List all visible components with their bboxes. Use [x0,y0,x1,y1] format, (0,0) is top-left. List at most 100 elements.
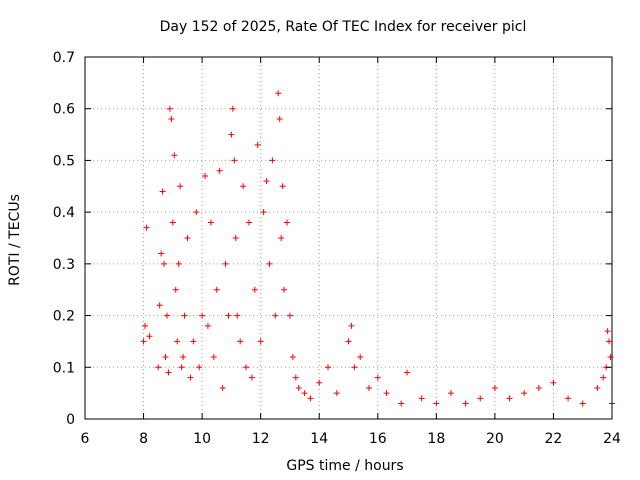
x-tick-label: 12 [252,431,270,447]
data-point [307,395,314,402]
x-tick-label: 10 [193,431,211,447]
data-point [222,260,229,267]
data-point [143,224,150,231]
y-tick-label: 0.6 [53,102,75,118]
data-point [175,260,182,267]
y-tick-label: 0.2 [53,309,75,325]
data-point [272,312,279,319]
data-point [204,322,211,329]
y-axis-title: ROTI / TECUs [7,194,23,286]
x-tick-labels: 6 8 10 12 14 16 18 20 22 24 [81,431,621,447]
data-point [184,235,191,241]
data-point [594,384,601,391]
data-point [216,167,223,174]
data-point [234,312,241,319]
data-point [606,338,613,345]
data-point [219,384,226,391]
data-point [345,338,352,345]
y-tick-labels: 0 0.1 0.2 0.3 0.4 0.5 0.6 0.7 [53,50,75,428]
data-point [155,364,162,371]
data-point [263,178,270,185]
data-point [266,260,273,267]
data-point [257,338,264,345]
data-point [365,384,372,391]
y-tick-label: 0.4 [53,205,75,221]
data-point [286,312,293,319]
data-point [202,172,209,179]
data-point [535,384,542,391]
x-tick-label: 18 [427,431,445,447]
data-point [193,209,200,216]
data-point [383,390,390,397]
data-point [240,183,247,190]
data-point [190,338,197,345]
grid-lines [85,57,612,419]
y-tick-label: 0.5 [53,153,75,169]
data-point [295,384,302,391]
data-point [550,379,557,386]
data-point [245,219,252,226]
chart-title: Day 152 of 2025, Rate Of TEC Index for r… [160,19,527,35]
data-point [165,369,172,376]
data-point [156,302,163,309]
data-point [276,116,283,123]
data-point [231,157,238,164]
data-point [199,312,206,319]
data-point [477,395,484,402]
x-axis-title: GPS time / hours [286,458,403,474]
x-tick-label: 6 [81,431,90,447]
data-point [225,312,232,319]
data-point [357,353,364,360]
data-point [491,384,498,391]
data-point [404,369,411,376]
data-point [171,152,178,159]
data-point [278,235,285,241]
data-points [140,90,615,407]
data-point [604,328,611,335]
data-point [351,364,358,371]
data-point [243,364,250,371]
data-point [418,395,425,402]
data-point [162,353,169,360]
data-point [140,338,147,345]
x-tick-label: 14 [310,431,328,447]
data-point [607,353,614,360]
axis-ticks [84,56,613,420]
data-point [178,364,185,371]
data-point [462,400,469,407]
y-tick-label: 0.1 [53,360,75,376]
y-tick-label: 0.3 [53,257,75,273]
data-point [196,364,203,371]
data-point [166,105,173,112]
data-point [301,390,308,397]
data-point [180,353,187,360]
data-point [521,390,528,397]
data-point [398,400,405,407]
x-tick-label: 16 [369,431,387,447]
data-point [158,250,165,257]
data-point [181,312,188,319]
data-point [269,157,276,164]
data-point [281,286,288,293]
data-point [177,183,184,190]
data-point [348,322,355,329]
data-point [289,353,296,360]
data-point [207,219,214,226]
data-point [159,188,166,195]
x-tick-label: 8 [139,431,148,447]
data-point [254,141,261,148]
data-point [237,338,244,345]
x-tick-label: 20 [486,431,504,447]
data-point [333,390,340,397]
data-point [163,312,170,319]
x-tick-label: 24 [603,431,621,447]
data-point [284,219,291,226]
data-point [292,374,299,381]
plot-frame [84,56,613,420]
data-point [251,286,258,293]
data-point [229,105,236,112]
data-point [146,333,153,340]
data-point [433,400,440,407]
